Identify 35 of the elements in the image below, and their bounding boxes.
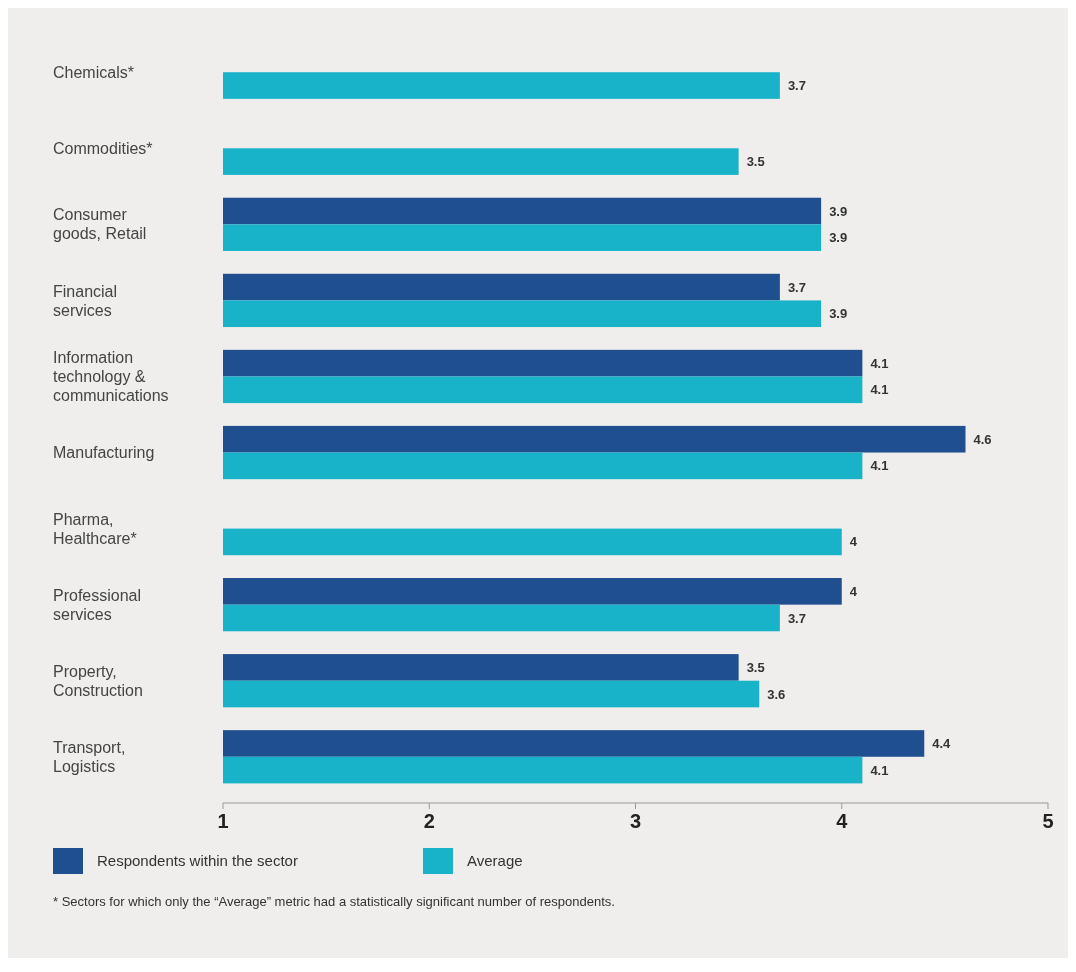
x-tick-label: 1	[217, 810, 229, 832]
data-label: 4.1	[870, 382, 889, 398]
data-label: 3.5	[746, 659, 765, 675]
y-tick-label: Commodities*	[53, 139, 153, 157]
data-label: 4.1	[870, 355, 889, 371]
x-tick-label: 2	[423, 810, 435, 832]
y-tick-label: Information technology & communications	[53, 349, 169, 405]
data-label: 4.6	[973, 431, 992, 447]
data-label: 4.1	[870, 762, 889, 778]
y-tick-label: Chemicals*	[53, 63, 134, 81]
data-label: 4	[849, 534, 858, 550]
text: * Sectors for which only the “Average” metric had a statistically significant number of respondents.	[53, 894, 615, 909]
data-label: 3.7	[787, 610, 806, 626]
data-label: 4.1	[870, 458, 889, 474]
data-label: 3.6	[767, 686, 786, 702]
data-label: 4	[849, 583, 858, 599]
data-label: 3.7	[787, 78, 806, 94]
y-tick-label: Professional services	[53, 586, 142, 623]
y-tick-label: Property, Construction	[53, 662, 143, 699]
y-tick-label: Financial services	[53, 282, 118, 319]
y-tick-label: Transport, Logistics	[53, 738, 126, 775]
data-label: 3.7	[787, 279, 806, 295]
data-label: 4.4	[932, 736, 952, 752]
legend-label: Average	[467, 852, 523, 870]
y-tick-label: Manufacturing	[53, 444, 155, 462]
legend-label: Respondents within the sector	[97, 852, 298, 870]
y-tick-label: Consumer goods, Retail	[53, 206, 147, 243]
data-label: 3.9	[829, 306, 848, 322]
data-label: 3.9	[829, 230, 848, 246]
x-tick-label: 5	[1042, 810, 1054, 832]
y-tick-label: Pharma, Healthcare*	[53, 510, 137, 547]
data-label: 3.5	[746, 154, 765, 170]
x-tick-label: 4	[836, 810, 849, 832]
x-tick-label: 3	[629, 810, 642, 832]
data-label: 3.9	[829, 203, 848, 219]
